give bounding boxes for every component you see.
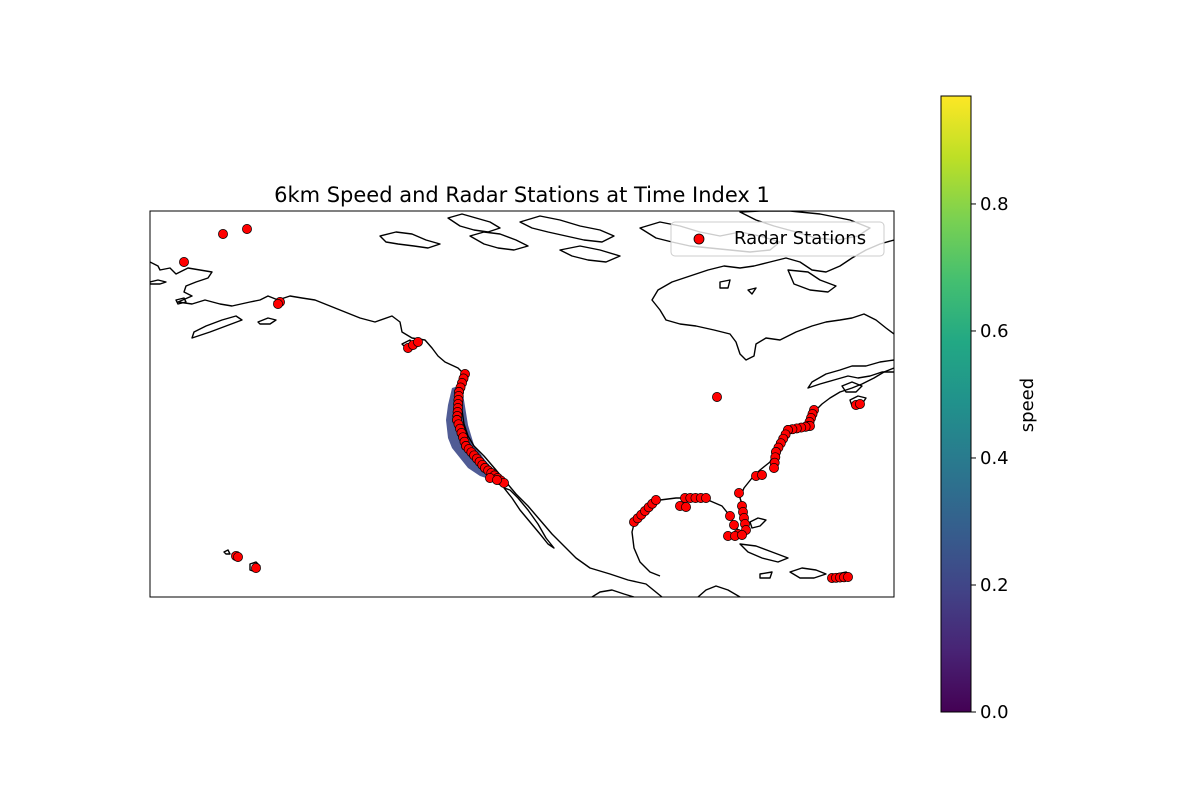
colorbar-label: speed (1017, 378, 1038, 432)
radar-station-marker (843, 572, 853, 582)
radar-station-marker (737, 530, 747, 540)
radar-station-marker (769, 463, 779, 473)
legend: Radar Stations (670, 221, 885, 257)
colorbar-ticks: 0.0 0.2 0.4 0.6 0.8 (971, 194, 1009, 723)
radar-station-marker (701, 493, 711, 503)
chart-title: 6km Speed and Radar Stations at Time Ind… (274, 183, 770, 207)
radar-station-marker (725, 511, 735, 521)
radar-station-marker (651, 495, 661, 505)
legend-marker-icon (693, 233, 705, 245)
radar-stations (179, 224, 865, 583)
colorbar-tick-label: 0.0 (980, 702, 1009, 723)
colorbar-tick-label: 0.2 (980, 575, 1009, 596)
map-frame (149, 210, 895, 598)
radar-station-marker (242, 224, 252, 234)
colorbar-gradient (940, 95, 972, 713)
radar-station-marker (757, 470, 767, 480)
radar-station-marker (233, 552, 243, 562)
radar-station-marker (251, 563, 261, 573)
radar-station-marker (492, 475, 502, 485)
radar-station-marker (734, 488, 744, 498)
radar-station-marker (218, 229, 228, 239)
radar-station-marker (729, 520, 739, 530)
colorbar-tick-label: 0.8 (980, 194, 1009, 215)
radar-station-marker (179, 257, 189, 267)
radar-station-marker (273, 299, 283, 309)
colorbar: 0.0 0.2 0.4 0.6 0.8 speed (940, 95, 1038, 723)
colorbar-tick-label: 0.4 (980, 448, 1009, 469)
map-area (150, 211, 894, 597)
radar-station-marker (681, 502, 691, 512)
colorbar-tick-label: 0.6 (980, 321, 1009, 342)
legend-label: Radar Stations (734, 228, 866, 249)
radar-station-marker (855, 399, 865, 409)
radar-station-marker (712, 392, 722, 402)
radar-station-marker (413, 337, 423, 347)
legend-box (670, 221, 885, 257)
